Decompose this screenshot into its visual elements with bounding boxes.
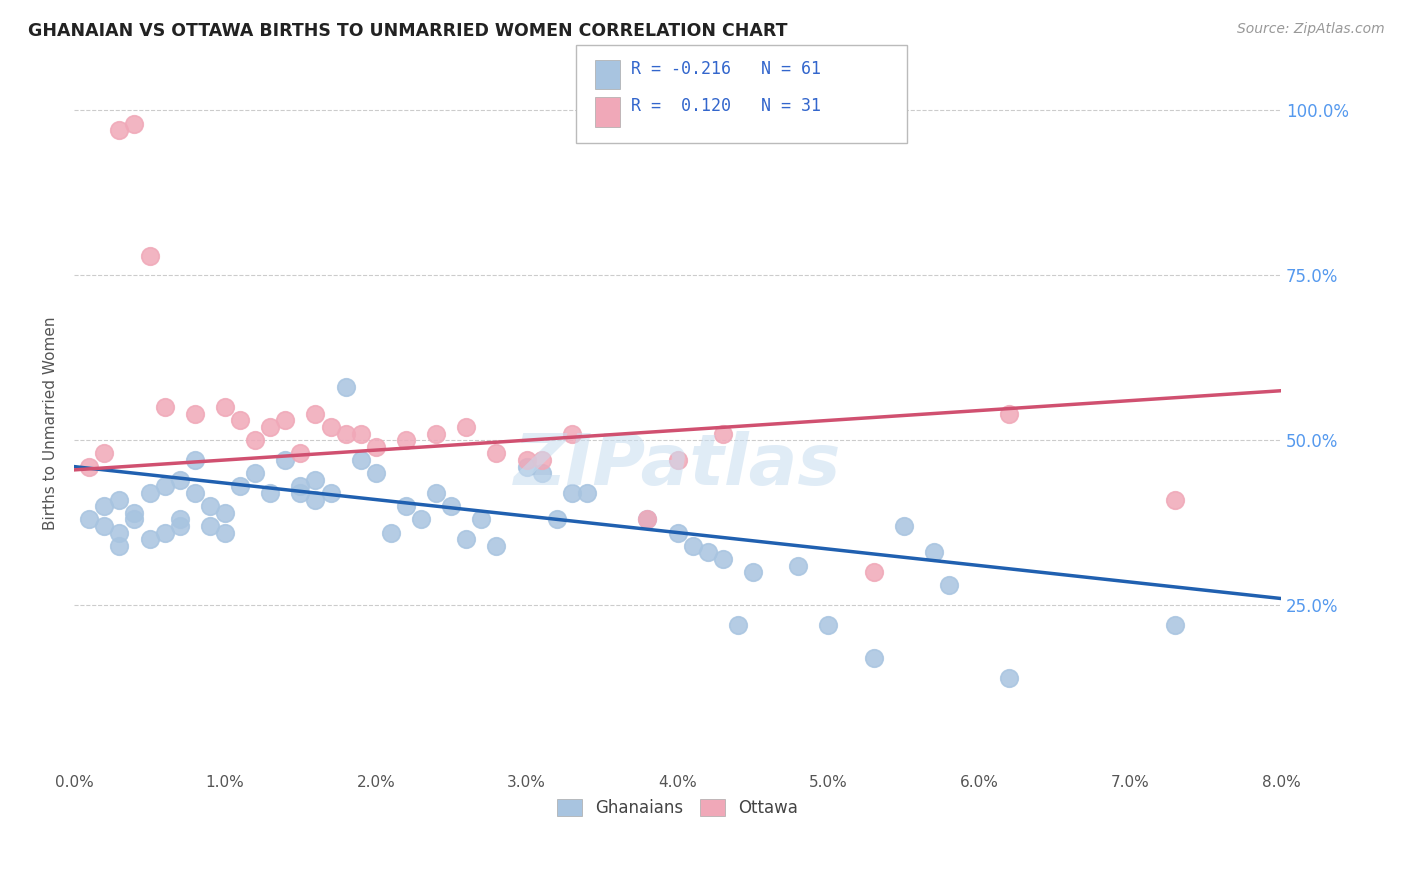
Point [546,512,568,526]
Point [395,499,418,513]
Point [138,532,160,546]
Point [259,486,281,500]
Point [153,401,176,415]
Point [727,618,749,632]
Point [711,552,734,566]
Point [711,426,734,441]
Point [335,380,357,394]
Point [108,525,131,540]
Point [576,486,599,500]
Point [319,486,342,500]
Point [153,479,176,493]
Point [198,519,221,533]
Legend: Ghanaians, Ottawa: Ghanaians, Ottawa [550,792,804,824]
Point [696,545,718,559]
Point [409,512,432,526]
Point [636,512,658,526]
Point [350,453,373,467]
Point [77,459,100,474]
Point [516,453,538,467]
Point [259,420,281,434]
Point [893,519,915,533]
Text: Source: ZipAtlas.com: Source: ZipAtlas.com [1237,22,1385,37]
Point [304,492,326,507]
Point [425,426,447,441]
Point [470,512,492,526]
Point [364,466,387,480]
Point [636,512,658,526]
Point [138,248,160,262]
Point [138,486,160,500]
Point [787,558,810,573]
Point [666,453,689,467]
Point [1164,492,1187,507]
Point [666,525,689,540]
Point [485,446,508,460]
Point [214,525,236,540]
Point [274,453,297,467]
Point [93,499,115,513]
Point [274,413,297,427]
Point [938,578,960,592]
Point [290,446,312,460]
Point [998,407,1021,421]
Point [530,453,553,467]
Point [108,492,131,507]
Point [530,466,553,480]
Point [561,426,583,441]
Point [77,512,100,526]
Point [817,618,839,632]
Point [922,545,945,559]
Point [169,473,191,487]
Point [93,519,115,533]
Point [350,426,373,441]
Text: R =  0.120   N = 31: R = 0.120 N = 31 [631,97,821,115]
Point [319,420,342,434]
Point [184,453,207,467]
Point [214,401,236,415]
Point [862,565,884,579]
Point [184,407,207,421]
Point [108,539,131,553]
Point [93,446,115,460]
Point [561,486,583,500]
Point [198,499,221,513]
Point [243,466,266,480]
Point [169,519,191,533]
Point [229,413,252,427]
Point [304,407,326,421]
Point [742,565,765,579]
Text: R = -0.216   N = 61: R = -0.216 N = 61 [631,60,821,78]
Point [124,506,146,520]
Point [290,479,312,493]
Point [456,532,478,546]
Point [169,512,191,526]
Point [998,671,1021,685]
Y-axis label: Births to Unmarried Women: Births to Unmarried Women [44,317,58,531]
Point [440,499,463,513]
Point [862,651,884,665]
Point [184,486,207,500]
Point [243,434,266,448]
Point [682,539,704,553]
Point [124,512,146,526]
Point [304,473,326,487]
Point [364,440,387,454]
Point [425,486,447,500]
Point [290,486,312,500]
Point [108,123,131,137]
Point [335,426,357,441]
Point [395,434,418,448]
Point [485,539,508,553]
Point [214,506,236,520]
Point [153,525,176,540]
Point [516,459,538,474]
Text: GHANAIAN VS OTTAWA BIRTHS TO UNMARRIED WOMEN CORRELATION CHART: GHANAIAN VS OTTAWA BIRTHS TO UNMARRIED W… [28,22,787,40]
Text: ZIPatlas: ZIPatlas [513,431,841,500]
Point [124,117,146,131]
Point [1164,618,1187,632]
Point [456,420,478,434]
Point [229,479,252,493]
Point [380,525,402,540]
